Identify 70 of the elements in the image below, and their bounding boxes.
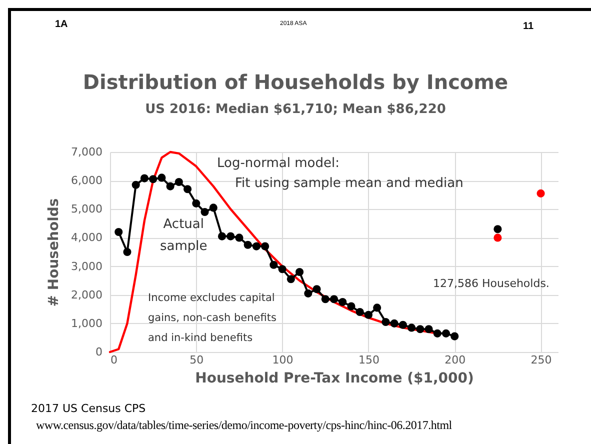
- point: [166, 182, 174, 190]
- point: [408, 324, 416, 332]
- text: 11: [523, 21, 534, 32]
- point: [209, 204, 218, 212]
- point: [442, 329, 450, 338]
- point: [330, 295, 338, 304]
- text: www.census.gov/data/tables/time-series/demo/income-poverty/cps-hinc/hinc-06.2017.html: [36, 418, 452, 433]
- point: [356, 308, 364, 316]
- point: [364, 310, 372, 319]
- x-tick-label: 100: [272, 354, 294, 366]
- point: [450, 332, 459, 340]
- y-tick-label: 3,000: [71, 260, 102, 273]
- point: [373, 304, 382, 312]
- annotation: Log-normal model:: [217, 155, 340, 173]
- y-tick-label: 7,000: [71, 146, 102, 158]
- annotation: 127,586 Households.: [433, 276, 550, 292]
- chart-subtitle: US 2016: Median $61,710; Mean $86,220: [144, 102, 447, 117]
- x-tick-label: 200: [444, 354, 466, 366]
- point: [424, 325, 433, 334]
- point: [174, 178, 183, 186]
- y-tick-label: 0: [96, 346, 102, 358]
- x-axis-title: Household Pre-Tax Income ($1,000): [195, 370, 474, 386]
- point: [261, 242, 270, 250]
- point: [252, 242, 260, 250]
- y-axis-title: # Households: [46, 198, 62, 307]
- annotation: Income excludes capital gains, non-cash benefits and in-kind benefits: [148, 291, 276, 346]
- x-tick-label: 0: [110, 354, 118, 366]
- point: [338, 298, 347, 306]
- point: [416, 325, 424, 334]
- point: [304, 289, 312, 298]
- text: 1A: [55, 19, 68, 30]
- point: [286, 275, 295, 284]
- point: [321, 295, 330, 304]
- point: [398, 320, 407, 329]
- point: [244, 240, 252, 249]
- point: [200, 208, 209, 216]
- y-tick-label: 4,000: [71, 231, 102, 244]
- point: [184, 185, 192, 194]
- point: [132, 180, 140, 189]
- chart-title: Distribution of Households by Income: [82, 70, 510, 94]
- annotation: Fit using sample mean and median: [235, 175, 464, 193]
- annotation: Actual sample: [160, 216, 208, 256]
- point: [235, 234, 244, 242]
- point: [494, 225, 502, 234]
- point: [158, 174, 166, 182]
- point: [390, 319, 398, 328]
- point: [296, 268, 304, 276]
- point: [347, 302, 356, 310]
- point: [123, 248, 132, 256]
- point: [218, 232, 226, 240]
- point: [494, 234, 502, 242]
- y-tick-label: 5,000: [71, 202, 102, 216]
- y-tick-label: 6,000: [71, 174, 102, 188]
- x-tick-label: 150: [358, 354, 380, 366]
- point: [536, 189, 545, 198]
- point: [312, 285, 321, 294]
- text: 2017 US Census CPS: [31, 402, 146, 415]
- x-tick-label: 250: [530, 354, 552, 366]
- point: [114, 228, 123, 236]
- y-tick-label: 1,000: [71, 316, 102, 330]
- point: [149, 175, 158, 184]
- point: [278, 265, 286, 274]
- point: [433, 329, 442, 338]
- point: [192, 199, 200, 208]
- x-tick-label: 50: [190, 354, 204, 366]
- y-tick-label: 2,000: [71, 288, 102, 302]
- point: [226, 232, 235, 240]
- point: [270, 260, 278, 269]
- point: [140, 174, 148, 182]
- point: [382, 318, 390, 326]
